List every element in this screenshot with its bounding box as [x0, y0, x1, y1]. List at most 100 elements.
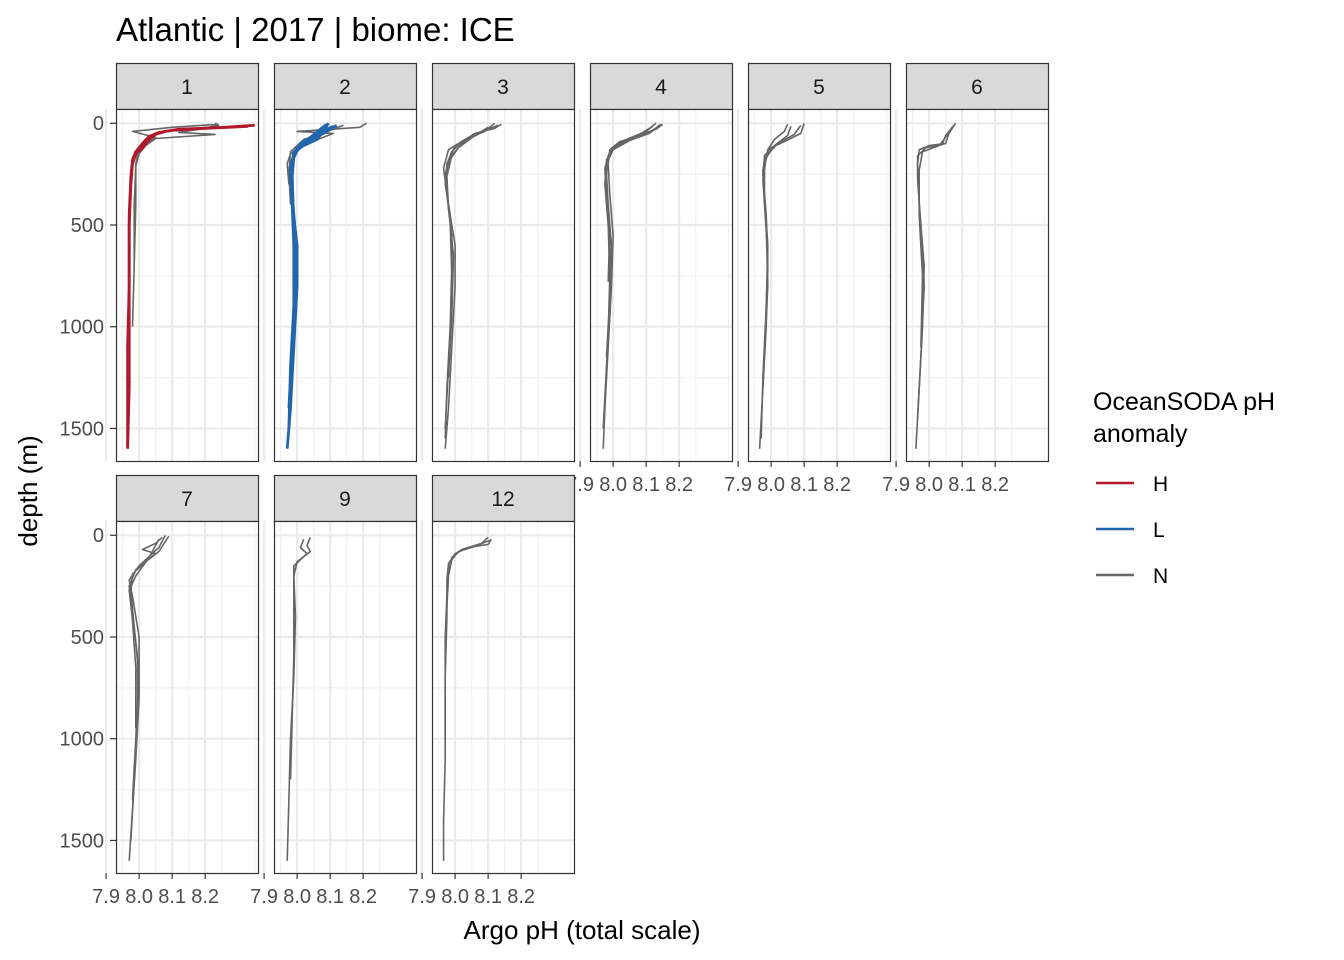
y-tick-label: 0	[93, 525, 104, 547]
panel-border	[115, 520, 260, 875]
x-tick-label: 8.2	[507, 886, 535, 908]
facet-strip-label: 5	[813, 76, 825, 99]
panel-border	[273, 108, 418, 463]
series-line-N	[286, 536, 312, 861]
x-tick-label: 8.0	[125, 886, 153, 908]
x-tick-label: 8.0	[915, 474, 943, 496]
series-line-N	[444, 126, 489, 276]
y-tick-label: 1000	[60, 729, 105, 751]
panel-border	[431, 108, 576, 463]
panel-border	[905, 108, 1050, 463]
y-tick-label: 0	[93, 113, 104, 135]
series-line-N	[286, 122, 367, 185]
series-line-N	[918, 126, 953, 348]
x-tick-label: 8.0	[599, 474, 627, 496]
facet-strip-label: 1	[181, 76, 193, 99]
y-tick-label: 500	[71, 627, 104, 649]
panel-background	[116, 109, 259, 462]
series-line-N	[444, 538, 493, 739]
facet-strip	[115, 474, 260, 523]
x-tick-label: 8.1	[316, 886, 344, 908]
facet-strip	[747, 62, 892, 111]
facet-strip	[115, 62, 260, 111]
x-tick-label: 8.2	[349, 886, 377, 908]
legend-label: N	[1153, 565, 1168, 588]
x-tick-label: 8.2	[665, 474, 693, 496]
series-line-N	[289, 539, 308, 780]
legend-label: L	[1153, 519, 1165, 542]
legend-entry-N: N	[1096, 565, 1168, 588]
facet-panel-4: 47.9 8.0 8.1 8.2	[566, 62, 734, 496]
x-tick-label: 8.1	[158, 886, 186, 908]
x-tick-label: 8.1	[948, 474, 976, 496]
panel-border	[431, 520, 576, 875]
panel-border	[747, 108, 892, 463]
x-axis-label: Argo pH (total scale)	[464, 915, 701, 945]
facet-strip	[589, 62, 734, 111]
x-tick-label: 7.9	[724, 474, 752, 496]
x-tick-label: 8.1	[790, 474, 818, 496]
x-tick-label: 8.1	[632, 474, 660, 496]
legend-entry-H: H	[1096, 473, 1168, 496]
panel-background	[748, 109, 891, 462]
facet-strip	[431, 62, 576, 111]
facet-strip-label: 6	[971, 76, 983, 99]
facet-strip	[905, 62, 1050, 111]
x-tick-label: 8.0	[283, 886, 311, 908]
chart-title: Atlantic | 2017 | biome: ICE	[116, 11, 515, 48]
legend-label: H	[1153, 473, 1168, 496]
facet-panel-7: 7 0 500 1000 1500 7.9 8.0 8.1 8.2	[60, 474, 260, 908]
y-tick-label: 1500	[60, 418, 105, 440]
facet-strip-label: 3	[497, 76, 509, 99]
facet-panel-9: 9 7.9 8.0 8.1 8.2	[250, 474, 418, 908]
y-tick-label: 1000	[60, 317, 105, 339]
facet-panel-3: 3	[420, 62, 576, 463]
facet-strip	[273, 62, 418, 111]
panel-background	[432, 109, 575, 462]
facet-strip-label: 12	[491, 488, 514, 511]
y-axis-label: depth (m)	[13, 435, 43, 546]
facet-strip-label: 4	[655, 76, 667, 99]
legend-title-line-1: OceanSODA pH	[1093, 388, 1275, 416]
facet-strip	[273, 474, 418, 523]
facet-panel-1: 1 0 500 1000 1500	[60, 62, 260, 463]
x-tick-label: 7.9	[250, 886, 278, 908]
series-line-N	[130, 535, 170, 800]
x-tick-label: 8.0	[441, 886, 469, 908]
panel-background	[432, 521, 575, 874]
x-tick-label: 7.9	[92, 886, 120, 908]
series-line-N	[444, 539, 491, 658]
x-tick-label: 8.2	[981, 474, 1009, 496]
legend-title-line-2: anomaly	[1093, 420, 1188, 448]
x-tick-label: 8.2	[823, 474, 851, 496]
facet-strip-label: 2	[339, 76, 351, 99]
x-tick-label: 8.1	[474, 886, 502, 908]
series-line-N	[762, 126, 792, 358]
series-line-N	[604, 125, 654, 358]
legend-entries: HLN	[1096, 473, 1168, 588]
series-line-H	[126, 124, 249, 447]
series-line-N	[605, 123, 662, 282]
x-tick-label: 7.9	[882, 474, 910, 496]
facet-strip-label: 7	[181, 488, 193, 511]
panel-border	[273, 520, 418, 875]
facet-panel-5: 5 7.9 8.0 8.1 8.2	[724, 62, 892, 496]
x-tick-label: 7.9	[408, 886, 436, 908]
panel-background	[274, 521, 417, 874]
panel-border	[589, 108, 734, 463]
panel-border	[115, 108, 260, 463]
legend: OceanSODA pH anomaly HLN	[1093, 388, 1275, 588]
series-line-N	[128, 538, 160, 729]
y-tick-label: 500	[71, 215, 104, 237]
panel-background	[906, 109, 1049, 462]
series-line-L	[289, 125, 334, 388]
facet-strip	[431, 474, 576, 523]
facet-strip-label: 9	[339, 488, 351, 511]
facet-panel-6: 6 7.9 8.0 8.1 8.2	[882, 62, 1050, 496]
facet-panel-12: 12 7.9 8.0 8.1 8.2	[408, 474, 576, 908]
facet-panel-2: 2	[262, 62, 418, 463]
x-tick-label: 8.2	[191, 886, 219, 908]
y-tick-label: 1500	[60, 830, 105, 852]
